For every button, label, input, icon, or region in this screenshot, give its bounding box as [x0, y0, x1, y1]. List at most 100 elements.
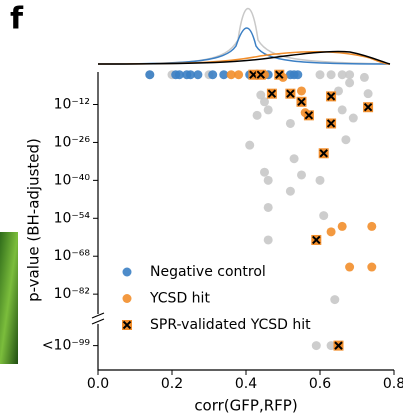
y-tick-label: 10⁻²⁶	[54, 134, 91, 150]
cross-mark	[326, 92, 336, 101]
cross-point	[326, 118, 337, 129]
point	[297, 86, 306, 96]
x-tick-label: 0.4	[235, 376, 257, 392]
cross-point	[311, 234, 322, 245]
legend-label: YCSD hit	[149, 291, 210, 307]
cross-point	[248, 69, 259, 80]
density-curve	[97, 50, 391, 65]
cross-mark	[334, 341, 343, 350]
cross-mark	[267, 89, 277, 98]
cross-mark	[326, 119, 336, 128]
point	[315, 70, 325, 80]
y-tick-label: 10⁻⁸²	[54, 286, 90, 302]
point	[337, 221, 347, 231]
point	[208, 70, 218, 80]
point	[319, 211, 329, 221]
point	[263, 105, 273, 115]
point	[260, 167, 269, 177]
point	[186, 70, 195, 80]
y-tick-label: 10⁻¹²	[54, 97, 90, 113]
point	[245, 140, 255, 150]
axis-break	[91, 312, 105, 325]
cross-point	[363, 102, 374, 113]
y-tick-label: <10⁻⁹⁹	[42, 338, 91, 354]
point	[289, 154, 299, 164]
point	[260, 97, 269, 107]
x-tick-label: 0.2	[161, 376, 183, 392]
x-tick-label: 0.8	[383, 376, 403, 392]
point	[326, 341, 336, 351]
point	[315, 175, 325, 185]
point	[326, 227, 336, 237]
point	[219, 70, 229, 80]
cross-point	[285, 88, 296, 99]
density-curve	[97, 7, 391, 65]
point	[234, 70, 244, 80]
neighbor-image	[0, 232, 18, 364]
point	[285, 118, 295, 128]
point	[256, 90, 266, 100]
cross-point	[266, 88, 277, 99]
point	[122, 267, 132, 277]
cross-mark	[319, 149, 328, 158]
point	[263, 175, 273, 185]
cross-mark	[275, 70, 284, 79]
point	[337, 70, 347, 80]
point	[297, 170, 306, 180]
marginal-density	[97, 7, 391, 65]
point	[348, 113, 358, 123]
cross-mark	[312, 235, 321, 245]
point	[263, 235, 273, 245]
y-tick-label: 10⁻⁴⁰	[54, 172, 91, 188]
x-axis-label: corr(GFP,RFP)	[194, 397, 297, 415]
point	[326, 70, 336, 80]
cross-point	[303, 110, 314, 121]
cross-mark	[256, 70, 266, 79]
point	[122, 294, 132, 303]
cross-mark	[297, 97, 306, 107]
legend: Negative control YCSD hit SPR-validated YC…	[122, 264, 311, 333]
point	[345, 70, 355, 80]
x-tick-label: 0.6	[309, 376, 331, 392]
density-curve	[97, 27, 391, 65]
cross-mark	[363, 103, 373, 112]
cross-point	[255, 69, 266, 80]
x-tick-label: 0.0	[87, 376, 109, 392]
cross-point	[333, 340, 344, 351]
point	[174, 70, 184, 80]
point	[263, 202, 273, 212]
legend-label: Negative control	[150, 264, 266, 280]
point	[359, 72, 369, 82]
point	[252, 110, 262, 120]
legend-label: SPR-validated YCSD hit	[150, 317, 311, 333]
cross-mark	[304, 111, 314, 120]
cross-point	[318, 148, 329, 159]
panel-label: f	[10, 2, 24, 37]
cross-mark	[286, 89, 295, 98]
cross-point	[296, 96, 307, 107]
point	[145, 70, 155, 80]
point	[337, 105, 347, 115]
point	[285, 186, 295, 196]
point	[345, 262, 355, 272]
cross-mark	[122, 320, 132, 330]
point	[330, 295, 340, 305]
point	[334, 86, 343, 96]
y-tick-label: 10⁻⁶⁸	[54, 248, 91, 264]
cross-point	[122, 320, 132, 330]
y-tick-label: 10⁻⁵⁴	[54, 210, 91, 226]
point	[341, 135, 351, 145]
point	[367, 221, 377, 231]
point	[193, 70, 203, 80]
point	[363, 89, 373, 99]
cross-mark	[249, 70, 258, 79]
point	[345, 78, 355, 88]
point	[311, 341, 321, 351]
y-axis-label: p-value (BH-adjusted)	[25, 138, 43, 302]
point	[293, 70, 303, 80]
point	[226, 70, 236, 80]
point	[367, 262, 377, 272]
cross-point	[274, 69, 285, 80]
cross-point	[326, 91, 337, 102]
